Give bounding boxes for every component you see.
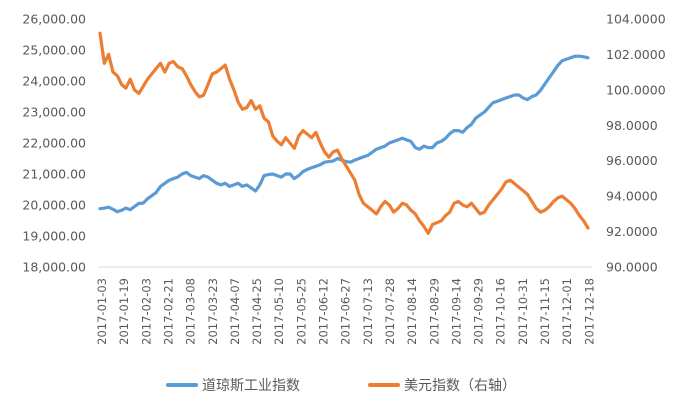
x-tick-label: 2017-10-16 bbox=[494, 278, 508, 345]
right-tick-label: 104.0000 bbox=[606, 12, 666, 27]
x-tick-label: 2017-11-15 bbox=[538, 278, 552, 345]
x-tick-label: 2017-01-19 bbox=[117, 278, 131, 345]
legend-label-2: 美元指数（右轴） bbox=[404, 378, 516, 394]
left-tick-label: 19,000.00 bbox=[22, 229, 86, 244]
x-tick-label: 2017-12-18 bbox=[582, 278, 596, 345]
series-line-1 bbox=[98, 54, 590, 214]
x-tick-label: 2017-06-27 bbox=[339, 278, 353, 345]
x-tick-label: 2017-07-28 bbox=[383, 278, 397, 345]
x-tick-label: 2017-01-03 bbox=[95, 278, 109, 345]
x-tick-label: 2017-02-03 bbox=[139, 278, 153, 345]
x-tick-label: 2017-10-31 bbox=[516, 278, 530, 345]
left-tick-label: 23,000.00 bbox=[22, 105, 86, 120]
x-tick-label: 2017-05-25 bbox=[294, 278, 308, 345]
x-tick-label: 2017-03-08 bbox=[184, 278, 198, 345]
left-tick-label: 21,000.00 bbox=[22, 167, 86, 182]
legend: 道琼斯工业指数 美元指数（右轴） bbox=[166, 378, 516, 394]
left-tick-label: 26,000.00 bbox=[22, 12, 86, 27]
right-tick-label: 100.0000 bbox=[606, 82, 666, 97]
legend-label-1: 道琼斯工业指数 bbox=[202, 378, 300, 394]
x-tick-label: 2017-09-29 bbox=[472, 278, 486, 345]
right-axis-ticks: 90.0000 92.0000 94.0000 96.0000 98.0000 100.0… bbox=[606, 12, 666, 275]
x-tick-label: 2017-09-14 bbox=[449, 278, 463, 345]
right-tick-label: 98.0000 bbox=[606, 118, 658, 133]
right-tick-label: 92.0000 bbox=[606, 224, 658, 239]
x-tick-label: 2017-12-01 bbox=[560, 278, 574, 345]
x-tick-label: 2017-08-14 bbox=[405, 278, 419, 345]
x-axis-ticks: 2017-01-03 2017-01-19 2017-02-03 2017-02-21… bbox=[95, 278, 596, 345]
x-tick-label: 2017-05-10 bbox=[272, 278, 286, 345]
x-tick-label: 2017-03-23 bbox=[206, 278, 220, 345]
x-tick-label: 2017-04-25 bbox=[250, 278, 264, 345]
right-tick-label: 94.0000 bbox=[606, 189, 658, 204]
left-tick-label: 20,000.00 bbox=[22, 198, 86, 213]
right-tick-label: 90.0000 bbox=[606, 260, 658, 275]
x-tick-label: 2017-07-13 bbox=[361, 278, 375, 345]
x-tick-label: 2017-04-07 bbox=[228, 278, 242, 345]
left-axis-ticks: 18,000.00 19,000.00 20,000.00 21,000.00 22,0… bbox=[22, 12, 86, 275]
series-line-2 bbox=[98, 31, 590, 235]
right-tick-label: 102.0000 bbox=[606, 47, 666, 62]
right-tick-label: 96.0000 bbox=[606, 153, 658, 168]
left-tick-label: 18,000.00 bbox=[22, 260, 86, 275]
left-tick-label: 24,000.00 bbox=[22, 74, 86, 89]
x-tick-label: 2017-08-29 bbox=[427, 278, 441, 345]
x-tick-label: 2017-06-12 bbox=[317, 278, 331, 345]
left-tick-label: 22,000.00 bbox=[22, 136, 86, 151]
left-tick-label: 25,000.00 bbox=[22, 43, 86, 58]
series-layer bbox=[98, 31, 590, 235]
x-tick-label: 2017-02-21 bbox=[161, 278, 175, 345]
